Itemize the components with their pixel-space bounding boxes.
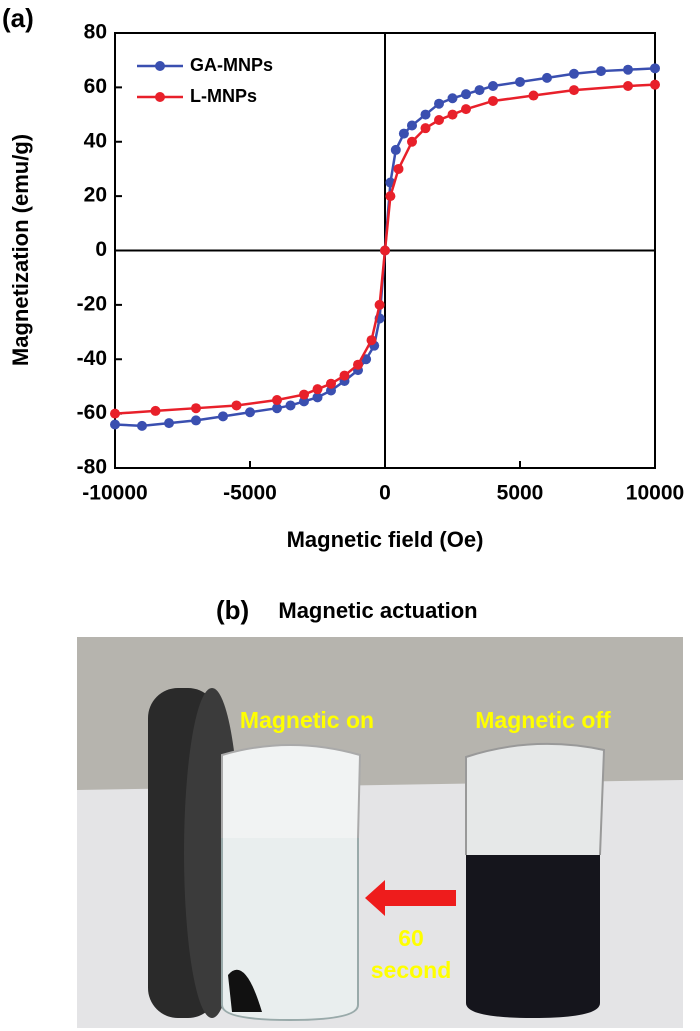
marker — [366, 335, 377, 346]
marker — [515, 76, 525, 87]
marker — [447, 109, 458, 120]
marker — [312, 392, 323, 403]
y-axis-title: Magnetization (emu/g) — [8, 134, 33, 366]
marker — [447, 93, 458, 104]
marker — [339, 370, 350, 381]
y-tick-label: -80 — [77, 456, 107, 479]
legend-label: L-MNPs — [190, 86, 257, 106]
marker — [569, 85, 579, 96]
marker — [528, 90, 539, 101]
photo-title: Magnetic actuation — [278, 598, 477, 623]
marker — [231, 400, 242, 411]
marker — [191, 415, 201, 426]
photo-label: second — [371, 957, 452, 983]
marker — [374, 299, 385, 310]
marker — [285, 400, 296, 411]
panel-label: (b) — [216, 595, 249, 625]
x-tick-label: -10000 — [82, 482, 147, 505]
marker — [272, 395, 282, 406]
marker — [542, 72, 552, 83]
marker — [474, 85, 485, 96]
marker — [218, 411, 228, 422]
photo: Magnetic on Magnetic off 60 second — [77, 637, 683, 1028]
marker — [569, 68, 579, 79]
marker — [488, 95, 498, 106]
marker — [110, 419, 120, 430]
marker — [398, 128, 409, 139]
photo-label: Magnetic on — [240, 707, 374, 733]
marker — [393, 163, 404, 174]
marker — [434, 98, 444, 109]
marker — [150, 405, 161, 416]
legend-marker — [155, 92, 165, 102]
y-tick-label: -20 — [77, 292, 107, 315]
y-tick-label: -60 — [77, 401, 107, 424]
marker — [461, 89, 471, 100]
x-tick-label: -5000 — [223, 482, 277, 505]
photo-label: Magnetic off — [475, 707, 611, 733]
marker — [650, 63, 660, 74]
y-tick-label: 80 — [84, 21, 107, 44]
y-tick-label: 60 — [84, 75, 107, 98]
x-tick-label: 0 — [379, 482, 391, 505]
marker — [353, 359, 363, 370]
arrow — [365, 880, 456, 916]
marker — [434, 115, 444, 125]
x-axis-title: Magnetic field (Oe) — [287, 527, 484, 552]
beaker-top — [221, 744, 362, 839]
marker — [245, 407, 255, 418]
marker — [137, 420, 147, 431]
marker — [407, 136, 417, 147]
particles — [228, 969, 262, 1012]
marker — [272, 403, 282, 414]
legend-label: GA-MNPs — [190, 55, 273, 75]
marker — [420, 123, 431, 134]
panel-label: (a) — [2, 3, 34, 33]
x-tick-label: 5000 — [497, 482, 544, 505]
beaker-dark — [466, 850, 600, 1018]
marker — [461, 104, 471, 115]
photo-label: 60 — [398, 925, 424, 951]
legend-marker — [155, 61, 165, 71]
beaker-top — [465, 742, 606, 856]
y-tick-label: 40 — [84, 129, 107, 152]
marker — [299, 389, 309, 400]
marker — [407, 120, 417, 131]
marker — [420, 109, 431, 120]
beaker-clear — [221, 838, 359, 1022]
y-tick-label: -40 — [77, 347, 107, 370]
marker — [110, 408, 120, 419]
marker — [312, 384, 323, 395]
marker — [326, 378, 336, 389]
marker — [380, 245, 390, 256]
marker — [623, 64, 633, 75]
y-tick-label: 0 — [95, 238, 107, 261]
marker — [164, 418, 174, 429]
x-tick-label: 10000 — [626, 482, 684, 505]
marker — [488, 81, 498, 92]
marker — [385, 191, 396, 202]
marker — [390, 144, 401, 155]
marker — [650, 79, 660, 90]
marker — [623, 81, 633, 92]
marker — [596, 66, 606, 77]
y-tick-label: 20 — [84, 184, 107, 207]
marker — [191, 403, 201, 414]
